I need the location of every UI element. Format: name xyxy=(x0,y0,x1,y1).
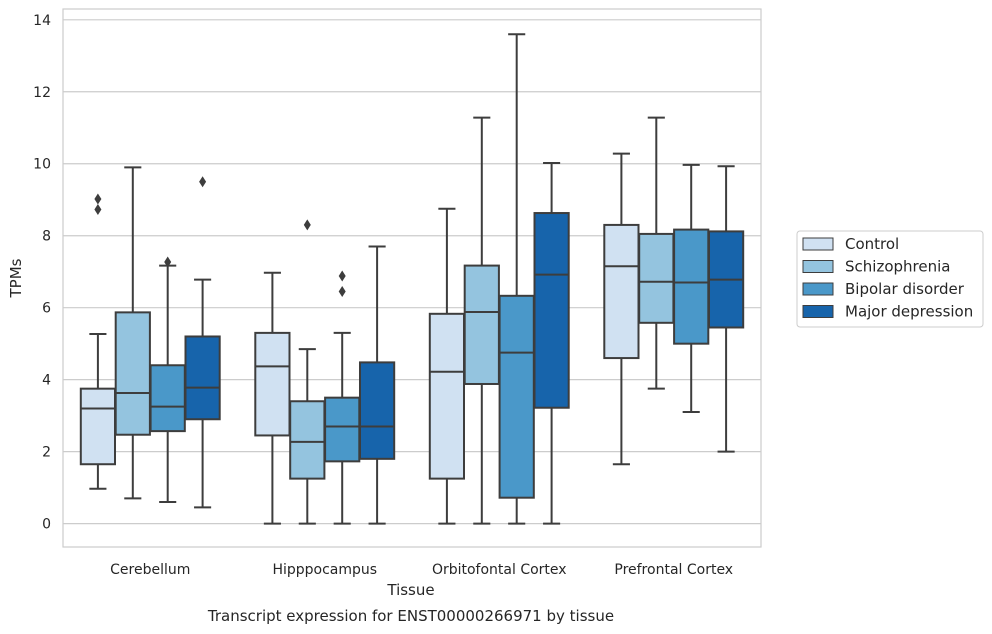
legend-swatch xyxy=(802,260,834,273)
box xyxy=(603,223,640,360)
box-group xyxy=(498,33,535,525)
legend-swatch xyxy=(802,282,834,296)
x-tick-label: Prefrontal Cortex xyxy=(614,562,733,578)
outlier-point xyxy=(303,219,311,231)
legend-frame xyxy=(796,230,984,328)
legend-label: Schizophrenia xyxy=(845,258,950,276)
x-tick-label: Cerebellum xyxy=(110,562,190,578)
outlier-point xyxy=(338,270,346,282)
box xyxy=(673,228,710,345)
box xyxy=(428,312,466,480)
box xyxy=(358,361,396,460)
legend-item: Schizophrenia xyxy=(802,258,950,276)
x-axis-title: Tissue xyxy=(386,581,434,599)
y-tick-label: 6 xyxy=(42,301,51,317)
legend-item: Control xyxy=(802,235,899,253)
y-tick-label: 2 xyxy=(42,445,51,461)
box-group xyxy=(184,176,221,509)
legend-items: Control Schizophrenia Bipolar disorder Majo… xyxy=(802,235,973,321)
box-group xyxy=(638,116,675,390)
box xyxy=(324,396,361,463)
x-tick-label: Hipppocampus xyxy=(272,562,377,578)
box-group xyxy=(289,219,326,525)
y-tick-label: 10 xyxy=(33,157,51,173)
outlier-point xyxy=(164,256,172,268)
y-tick-label: 8 xyxy=(42,229,51,245)
box-group xyxy=(463,116,500,525)
box-group xyxy=(673,163,710,414)
outlier-point xyxy=(94,203,102,215)
y-tick-label: 4 xyxy=(42,373,51,389)
box-series xyxy=(79,33,745,525)
y-tick-label: 0 xyxy=(42,517,51,533)
box xyxy=(638,232,675,324)
outlier-point xyxy=(199,176,207,188)
legend-swatch xyxy=(802,305,834,318)
box-group xyxy=(603,152,640,466)
box-group xyxy=(533,162,570,525)
legend-label: Bipolar disorder xyxy=(845,280,965,298)
legend: Control Schizophrenia Bipolar disorder Majo… xyxy=(796,230,984,328)
legend-label: Major depression xyxy=(845,303,973,321)
plot-area-frame xyxy=(62,8,762,548)
box xyxy=(184,335,221,421)
x-axis-ticks: Cerebellum Hipppocampus Orbitofontal Corte… xyxy=(110,562,733,578)
legend-label: Control xyxy=(845,235,899,253)
box-group xyxy=(707,165,745,453)
chart-title: Transcript expression for ENST0000026697… xyxy=(207,607,614,625)
legend-swatch xyxy=(802,237,834,251)
box xyxy=(149,364,186,433)
box-group xyxy=(79,193,117,490)
box xyxy=(463,264,500,385)
box xyxy=(289,400,326,480)
box xyxy=(533,212,570,409)
legend-item: Bipolar disorder xyxy=(802,280,965,298)
box-group xyxy=(358,245,396,525)
legend-item: Major depression xyxy=(802,303,973,321)
y-axis-title: TPMs xyxy=(7,258,25,298)
box xyxy=(254,331,291,437)
outlier-point xyxy=(338,285,346,297)
y-tick-label: 14 xyxy=(33,13,51,29)
box-group xyxy=(428,207,466,525)
y-axis-ticks: 0 2 4 6 8 10 12 14 xyxy=(33,13,51,533)
x-tick-label: Orbitofontal Cortex xyxy=(432,562,567,578)
box-group xyxy=(149,256,186,504)
box xyxy=(498,294,535,499)
box-group xyxy=(324,270,361,525)
box-group xyxy=(254,271,291,525)
box xyxy=(79,387,117,466)
y-tick-label: 12 xyxy=(33,85,51,101)
outlier-point xyxy=(94,193,102,205)
box-group xyxy=(114,166,151,500)
box xyxy=(114,311,151,436)
